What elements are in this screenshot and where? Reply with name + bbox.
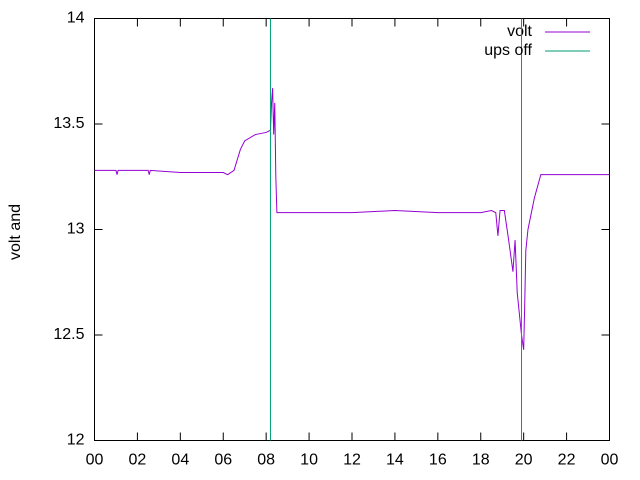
x-tick-label: 12 xyxy=(343,452,361,469)
x-tick-label: 14 xyxy=(386,452,404,469)
x-tick-label: 00 xyxy=(86,452,104,469)
x-tick-label: 22 xyxy=(558,452,576,469)
x-tick-label: 00 xyxy=(601,452,619,469)
y-tick-label: 14 xyxy=(67,10,85,27)
x-tick-label: 10 xyxy=(300,452,318,469)
x-tick-label: 06 xyxy=(214,452,232,469)
y-tick-label: 12.5 xyxy=(53,326,84,343)
legend-label: ups off xyxy=(484,42,532,59)
series-line xyxy=(269,18,523,441)
y-axis-label: volt and xyxy=(7,204,24,260)
series-line xyxy=(94,88,610,350)
x-tick-label: 02 xyxy=(129,452,147,469)
y-tick-label: 12 xyxy=(67,432,85,449)
x-tick-label: 16 xyxy=(429,452,447,469)
x-tick-label: 04 xyxy=(171,452,189,469)
y-tick-label: 13.5 xyxy=(53,115,84,132)
x-tick-label: 08 xyxy=(257,452,275,469)
x-tick-label: 18 xyxy=(472,452,490,469)
y-tick-label: 13 xyxy=(67,221,85,238)
plot-frame xyxy=(94,18,610,441)
legend-label: volt xyxy=(507,23,532,40)
x-tick-label: 20 xyxy=(515,452,533,469)
